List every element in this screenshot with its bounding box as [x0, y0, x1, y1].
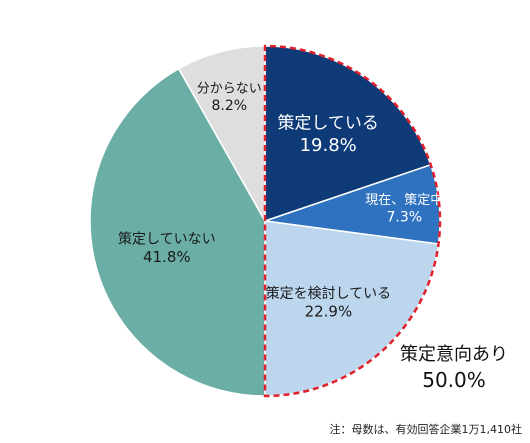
highlight-label: 策定意向あり 50.0%	[400, 344, 508, 392]
highlight-outline	[263, 44, 442, 398]
slice-label-4: 策定していない 41.8%	[118, 230, 216, 266]
footnote: 注：母数は、有効回答企業1万1,410社	[329, 423, 523, 436]
slice-label-5: 分からない 8.2%	[197, 81, 262, 114]
pie-slice-5	[177, 45, 266, 224]
slice-label-3: 策定を検討している 22.9%	[266, 285, 392, 321]
slice-label-2: 現在、策定中 7.3%	[365, 192, 443, 226]
pie-slice-4	[89, 67, 266, 397]
slice-label-1: 策定している 19.8%	[277, 114, 379, 157]
